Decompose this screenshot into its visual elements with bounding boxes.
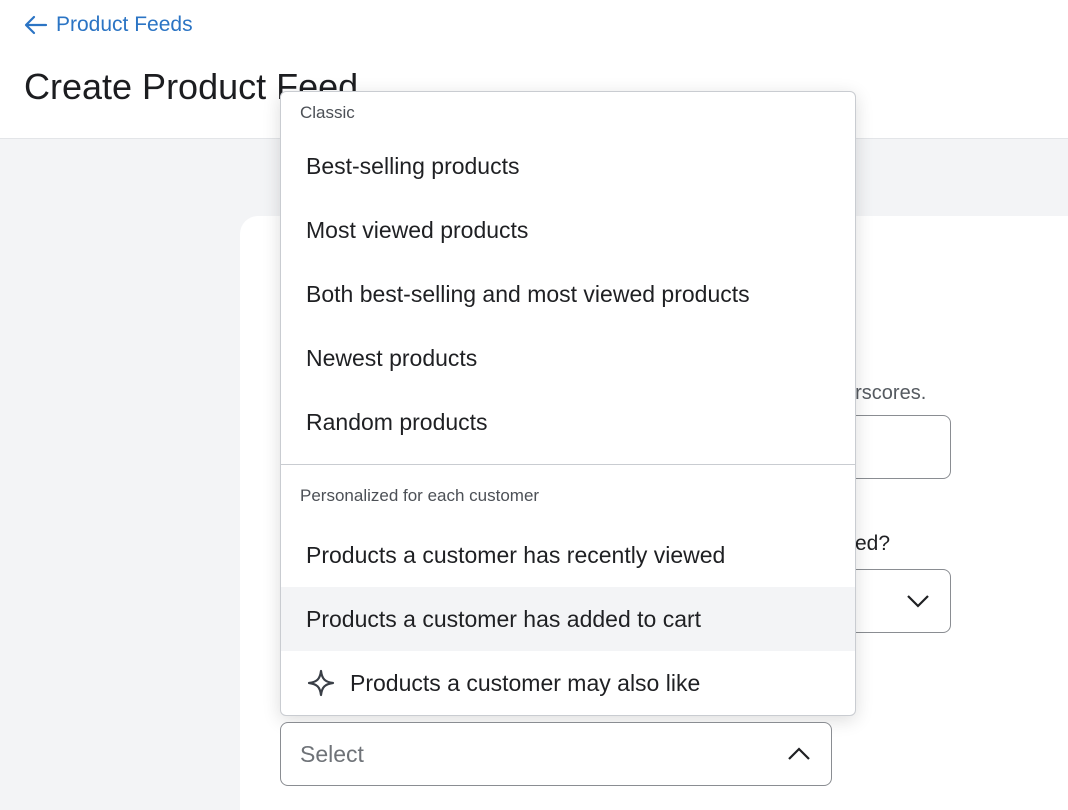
- back-link-label: Product Feeds: [56, 13, 193, 36]
- group-header-classic: Classic: [300, 103, 355, 122]
- option-label: Products a customer has recently viewed: [306, 541, 726, 568]
- option-newest[interactable]: Newest products: [281, 326, 855, 390]
- arrow-left-icon: [24, 15, 48, 35]
- feed-type-dropdown: Classic Best-selling products Most viewe…: [280, 91, 856, 716]
- field-help-text: erscores.: [844, 382, 927, 404]
- back-link[interactable]: Product Feeds: [24, 13, 193, 37]
- option-label: Products a customer may also like: [350, 669, 701, 696]
- sparkle-icon: [307, 669, 335, 697]
- select-placeholder: Select: [300, 740, 364, 767]
- option-may-also-like[interactable]: Products a customer may also like: [281, 651, 855, 715]
- chevron-down-icon: [907, 595, 929, 608]
- feed-type-select[interactable]: Select: [280, 722, 832, 786]
- group-header-personalized: Personalized for each customer: [300, 486, 540, 505]
- field-label: ed?: [855, 532, 891, 555]
- option-both[interactable]: Both best-selling and most viewed produc…: [281, 262, 855, 326]
- option-label: Newest products: [306, 344, 478, 371]
- option-added-to-cart[interactable]: Products a customer has added to cart: [281, 587, 855, 651]
- option-most-viewed[interactable]: Most viewed products: [281, 198, 855, 262]
- option-best-selling[interactable]: Best-selling products: [281, 134, 855, 198]
- option-label: Random products: [306, 408, 488, 435]
- option-random[interactable]: Random products: [281, 390, 855, 454]
- option-label: Both best-selling and most viewed produc…: [306, 280, 750, 307]
- option-label: Best-selling products: [306, 152, 520, 179]
- chevron-up-icon: [788, 747, 810, 760]
- option-label: Most viewed products: [306, 216, 529, 243]
- option-label: Products a customer has added to cart: [306, 605, 702, 632]
- option-recently-viewed[interactable]: Products a customer has recently viewed: [281, 523, 855, 587]
- divider: [281, 464, 855, 465]
